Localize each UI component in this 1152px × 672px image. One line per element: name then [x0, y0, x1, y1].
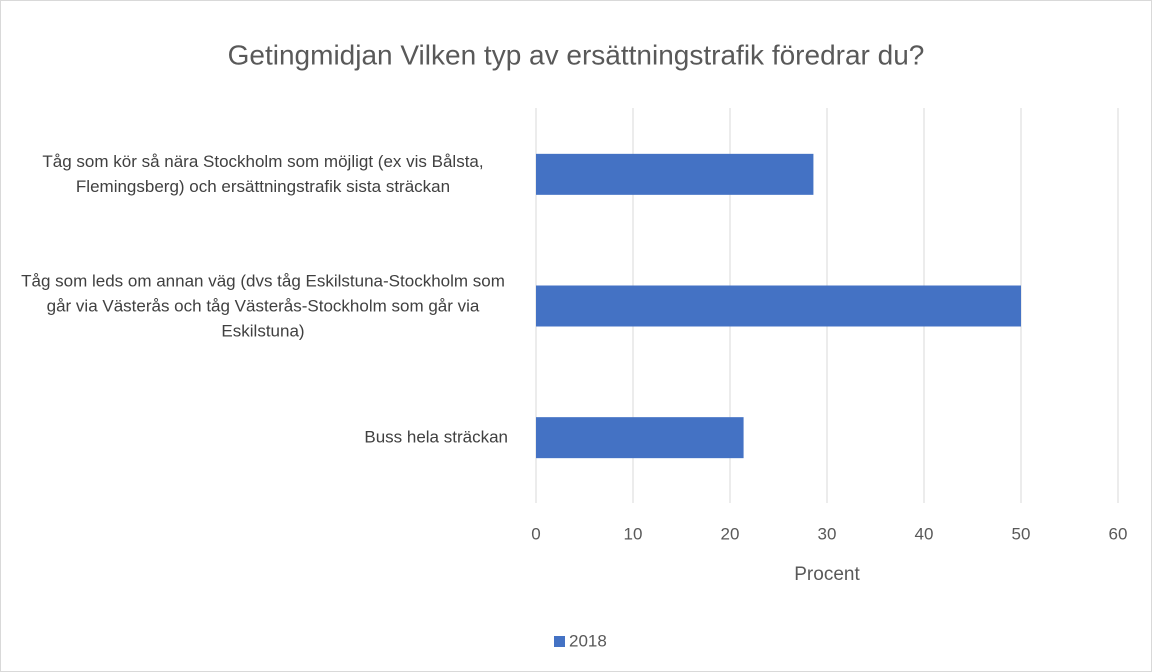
chart-title: Getingmidjan Vilken typ av ersättningstr…	[228, 39, 925, 70]
x-tick-label: 0	[531, 524, 540, 543]
legend-swatch	[554, 636, 565, 647]
x-tick-label: 30	[818, 524, 837, 543]
x-tick-label: 40	[915, 524, 934, 543]
x-tick-label: 10	[624, 524, 643, 543]
bar	[536, 417, 744, 459]
x-axis-title: Procent	[794, 564, 860, 585]
x-tick-label: 50	[1012, 524, 1031, 543]
bar	[536, 285, 1021, 327]
y-tick-label: Buss hela sträckan	[364, 427, 508, 447]
y-tick-label-box: Tåg som kör så nära Stockholm som möjlig…	[8, 149, 508, 199]
x-tick-label: 20	[721, 524, 740, 543]
y-tick-label-box: Tåg som leds om annan väg (dvs tåg Eskil…	[8, 268, 508, 343]
legend-label: 2018	[569, 631, 607, 650]
y-tick-label: Tåg som kör så nära Stockholm som möjlig…	[42, 151, 484, 196]
bar	[536, 153, 814, 195]
y-tick-label: Tåg som leds om annan väg (dvs tåg Eskil…	[21, 271, 505, 340]
y-tick-label-box: Buss hela sträckan	[8, 425, 508, 450]
x-tick-label: 60	[1109, 524, 1128, 543]
